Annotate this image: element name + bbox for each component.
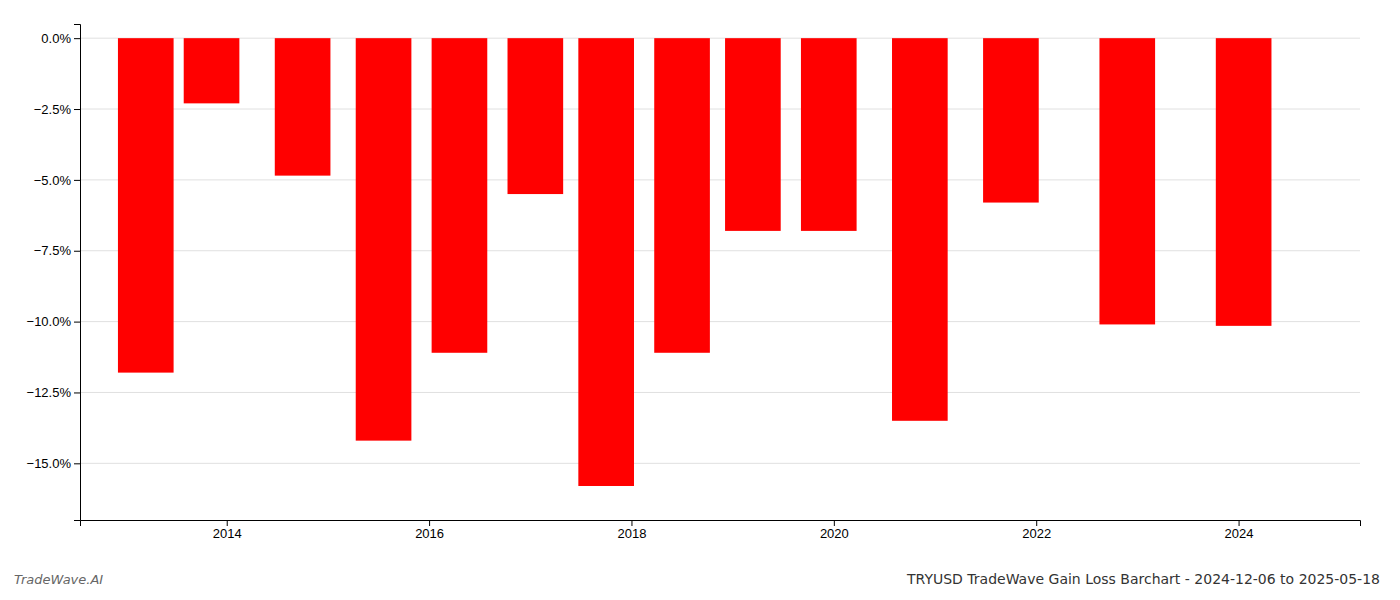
- grid-line: [80, 109, 1360, 110]
- y-tick-label: −2.5%: [34, 102, 72, 117]
- bar: [118, 38, 174, 372]
- y-tick-label: −15.0%: [27, 456, 72, 471]
- bar: [508, 38, 564, 194]
- grid-line: [80, 321, 1360, 322]
- x-tick-label: 2014: [213, 526, 242, 541]
- y-tick-label: −12.5%: [27, 385, 72, 400]
- x-tick-label: 2024: [1225, 526, 1254, 541]
- bar: [432, 38, 488, 353]
- title: TRYUSD TradeWave Gain Loss Barchart - 20…: [906, 571, 1380, 587]
- y-tick-label: −5.0%: [34, 173, 72, 188]
- y-axis-line: [74, 25, 81, 521]
- y-axis: 0.0% −2.5% −5.0% −7.5% −10.0% −12.5% −15.0%: [27, 25, 81, 521]
- x-tick: 2024: [1225, 520, 1254, 541]
- bar: [1099, 38, 1155, 324]
- y-tick-label: −10.0%: [27, 314, 72, 329]
- x-axis: 2014 2016 2018 2020 2022 2024: [81, 520, 1361, 541]
- x-tick-mark: [429, 520, 430, 526]
- y-tick-mark: [74, 38, 80, 39]
- bar: [356, 38, 412, 440]
- x-tick-mark: [834, 520, 835, 526]
- grid-line: [80, 179, 1360, 180]
- footer: TradeWave.AI: [14, 572, 103, 587]
- grid-line: [80, 250, 1360, 251]
- x-tick-mark: [1239, 520, 1240, 526]
- bar: [578, 38, 634, 486]
- x-tick: 2018: [618, 520, 647, 541]
- x-tick-label: 2020: [820, 526, 849, 541]
- bar: [654, 38, 710, 353]
- x-tick-mark: [631, 520, 632, 526]
- bar: [983, 38, 1039, 202]
- x-tick-label: 2022: [1022, 526, 1051, 541]
- y-tick-label: −7.5%: [34, 243, 72, 258]
- y-tick-mark: [74, 180, 80, 181]
- plot-area: 2014 2016 2018 2020 2022 2024 0.0% −2.5% −5.0% −7…: [27, 25, 1361, 542]
- y-tick: −7.5%: [34, 243, 80, 258]
- y-tick: 0.0%: [41, 31, 80, 46]
- x-tick-mark: [227, 520, 228, 526]
- y-tick: −10.0%: [27, 314, 80, 329]
- y-tick-mark: [74, 463, 80, 464]
- bar: [892, 38, 948, 421]
- bar: [275, 38, 331, 175]
- grid-line: [80, 392, 1360, 393]
- y-tick: −12.5%: [27, 385, 80, 400]
- grid: [80, 38, 1360, 463]
- x-tick-label: 2018: [618, 526, 647, 541]
- grid-line: [80, 38, 1360, 39]
- x-tick-label: 2016: [415, 526, 444, 541]
- x-tick-mark: [1036, 520, 1037, 526]
- grid-line: [80, 463, 1360, 464]
- chart-svg: 2014 2016 2018 2020 2022 2024 0.0% −2.5% −5.0% −7…: [0, 0, 1400, 600]
- y-tick: −5.0%: [34, 173, 80, 188]
- x-tick: 2022: [1022, 520, 1051, 541]
- bar: [725, 38, 781, 231]
- x-tick: 2014: [213, 520, 242, 541]
- y-tick-mark: [74, 322, 80, 323]
- y-tick: −15.0%: [27, 456, 80, 471]
- y-tick-label: 0.0%: [41, 31, 71, 46]
- x-tick: 2016: [415, 520, 444, 541]
- y-tick-mark: [74, 392, 80, 393]
- bar: [184, 38, 240, 103]
- x-axis-line: [81, 521, 1361, 527]
- bar: [801, 38, 857, 231]
- y-tick: −2.5%: [34, 102, 80, 117]
- x-tick: 2020: [820, 520, 849, 541]
- y-tick-mark: [74, 251, 80, 252]
- bars: [118, 38, 1272, 486]
- y-tick-mark: [74, 109, 80, 110]
- bar: [1216, 38, 1272, 326]
